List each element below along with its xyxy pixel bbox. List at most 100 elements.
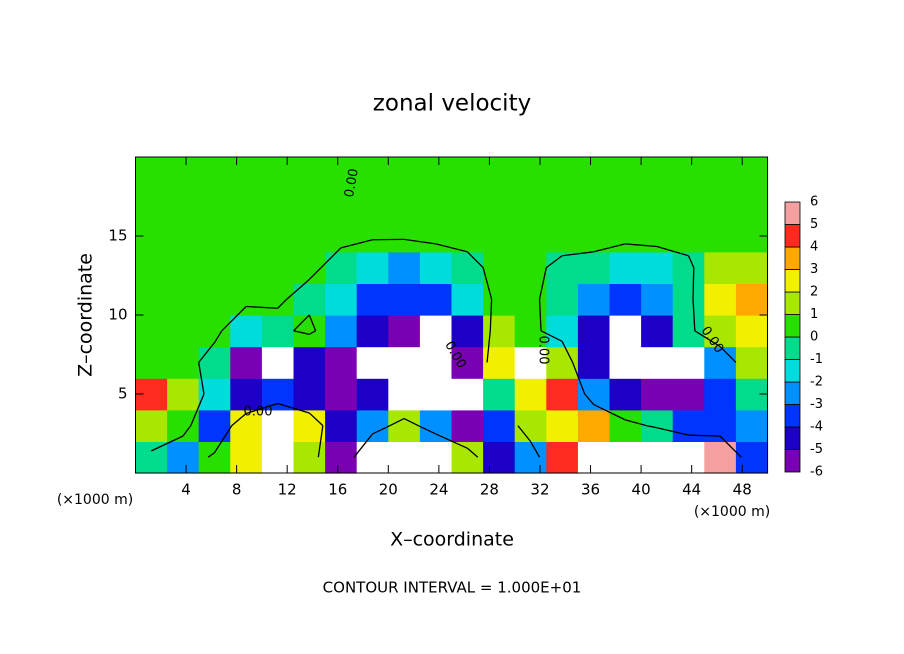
heat-cell <box>198 441 231 474</box>
heat-cell <box>419 220 453 253</box>
heat-cell <box>135 441 168 474</box>
colorbar-swatch <box>784 404 801 428</box>
colorbar-label: -4 <box>810 420 823 435</box>
heat-cell <box>546 157 579 190</box>
heat-cell <box>261 283 295 316</box>
heat-cell <box>451 346 484 379</box>
heat-cell <box>483 157 516 190</box>
contour-line <box>466 447 479 458</box>
heat-cell <box>261 441 295 474</box>
heat-cell <box>419 441 453 474</box>
heat-cell <box>135 346 168 379</box>
heat-cell <box>230 378 263 411</box>
contour-line <box>286 278 310 300</box>
contour-line <box>562 251 594 257</box>
colorbar-swatch <box>784 224 801 248</box>
heat-cell <box>261 188 295 221</box>
heat-cell <box>230 315 263 348</box>
heat-cell <box>546 220 579 253</box>
colorbar-label: -6 <box>810 465 823 480</box>
heat-cell <box>293 409 326 442</box>
heat-cell <box>672 378 705 411</box>
heat-cell <box>577 441 611 474</box>
contour-line <box>584 393 595 405</box>
heat-cell <box>419 378 453 411</box>
heat-cell <box>198 409 231 442</box>
heat-cell <box>514 346 547 379</box>
heat-cell <box>672 441 705 474</box>
contour-line <box>572 362 586 395</box>
heat-cell <box>641 378 674 411</box>
heat-cell <box>356 188 389 221</box>
contour-line <box>372 425 391 435</box>
heat-cell <box>704 378 737 411</box>
heat-cell <box>388 283 421 316</box>
heat-cell <box>577 157 611 190</box>
colorbar-swatch <box>784 269 801 293</box>
contour-label: 0.00 <box>244 405 273 420</box>
heat-cell <box>167 188 200 221</box>
heat-cell <box>356 315 389 348</box>
contour-line <box>688 434 721 437</box>
contour-line <box>593 403 626 421</box>
x-tick-label: 32 <box>530 481 549 499</box>
heat-cell <box>735 188 769 221</box>
contour-line <box>308 330 316 335</box>
heat-cell <box>577 346 611 379</box>
heat-cell <box>356 220 389 253</box>
heat-cell <box>230 283 263 316</box>
heat-cell <box>293 441 326 474</box>
contour-line <box>656 245 689 257</box>
heat-cell <box>388 346 421 379</box>
heat-cell <box>577 251 611 284</box>
heat-cell <box>356 409 389 442</box>
heat-cell <box>483 251 516 284</box>
heat-cell <box>672 409 705 442</box>
contour-line <box>692 299 696 331</box>
heat-cell <box>167 441 200 474</box>
heat-cell <box>641 441 674 474</box>
contour-line <box>207 452 215 458</box>
contour-line <box>719 346 737 363</box>
heat-cell <box>546 378 579 411</box>
heat-cell <box>546 441 579 474</box>
heat-cell <box>609 315 642 348</box>
heat-cell <box>356 441 389 474</box>
heat-cell <box>419 346 453 379</box>
x-tick-label: 4 <box>181 481 191 499</box>
contour-line <box>246 305 278 309</box>
x-tick-label: 36 <box>581 481 600 499</box>
heat-cell <box>325 409 358 442</box>
x-unit: (×1000 m) <box>57 492 133 508</box>
x-tick-label: 16 <box>328 481 347 499</box>
heat-cell <box>167 157 200 190</box>
heat-cell <box>388 220 421 253</box>
x-tick-label: 12 <box>278 481 297 499</box>
heat-cell <box>704 441 737 474</box>
contour-line <box>317 425 324 458</box>
contour-line <box>320 247 342 269</box>
heat-cell <box>230 346 263 379</box>
heat-cell <box>261 378 295 411</box>
heat-cell <box>483 188 516 221</box>
contour-line <box>545 255 563 269</box>
heat-cell <box>167 378 200 411</box>
heat-cell <box>167 251 200 284</box>
heat-cell <box>230 220 263 253</box>
heat-cell <box>641 188 674 221</box>
contour-line <box>353 433 374 458</box>
heat-cell <box>419 315 453 348</box>
heat-cell <box>483 220 516 253</box>
contour-line <box>489 299 493 331</box>
contour-line <box>404 238 436 245</box>
heat-cell <box>167 220 200 253</box>
heat-cell <box>325 220 358 253</box>
colorbar-label: 4 <box>810 240 818 255</box>
colorbar-label: 2 <box>810 285 818 300</box>
heat-cell <box>135 157 168 190</box>
contour-line <box>538 299 542 331</box>
heat-cell <box>672 157 705 190</box>
heat-cell <box>356 157 389 190</box>
y-tick-label: 10 <box>108 306 127 324</box>
